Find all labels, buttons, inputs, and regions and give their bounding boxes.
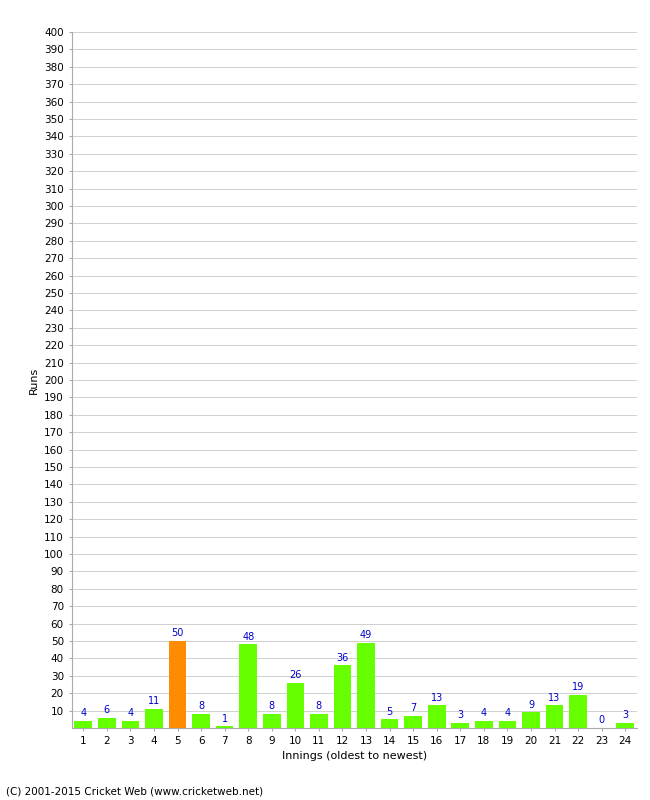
Bar: [569, 695, 587, 728]
Text: 8: 8: [268, 702, 275, 711]
Bar: [169, 641, 187, 728]
Bar: [404, 716, 422, 728]
Text: 1: 1: [222, 714, 227, 724]
Text: 8: 8: [316, 702, 322, 711]
Text: 4: 4: [481, 709, 487, 718]
Text: 8: 8: [198, 702, 204, 711]
Bar: [287, 682, 304, 728]
Bar: [122, 721, 139, 728]
Bar: [428, 706, 445, 728]
Bar: [98, 718, 116, 728]
Text: 3: 3: [457, 710, 463, 720]
Text: 3: 3: [622, 710, 629, 720]
Y-axis label: Runs: Runs: [29, 366, 38, 394]
Text: (C) 2001-2015 Cricket Web (www.cricketweb.net): (C) 2001-2015 Cricket Web (www.cricketwe…: [6, 786, 264, 796]
Text: 11: 11: [148, 696, 160, 706]
Bar: [145, 709, 162, 728]
Text: 13: 13: [430, 693, 443, 702]
Text: 7: 7: [410, 703, 416, 714]
Text: 5: 5: [387, 706, 393, 717]
Bar: [358, 642, 375, 728]
Text: 9: 9: [528, 700, 534, 710]
Bar: [616, 722, 634, 728]
Bar: [216, 726, 233, 728]
Text: 4: 4: [80, 709, 86, 718]
X-axis label: Innings (oldest to newest): Innings (oldest to newest): [281, 751, 427, 761]
Bar: [310, 714, 328, 728]
Text: 49: 49: [360, 630, 372, 640]
Text: 0: 0: [599, 715, 604, 726]
Bar: [452, 722, 469, 728]
Text: 4: 4: [504, 709, 510, 718]
Bar: [192, 714, 210, 728]
Bar: [475, 721, 493, 728]
Bar: [546, 706, 564, 728]
Bar: [333, 666, 351, 728]
Bar: [522, 712, 540, 728]
Bar: [75, 721, 92, 728]
Text: 36: 36: [336, 653, 348, 662]
Bar: [381, 719, 398, 728]
Text: 26: 26: [289, 670, 302, 680]
Bar: [239, 645, 257, 728]
Bar: [499, 721, 516, 728]
Bar: [263, 714, 281, 728]
Text: 48: 48: [242, 632, 254, 642]
Text: 6: 6: [104, 705, 110, 715]
Text: 13: 13: [549, 693, 561, 702]
Text: 4: 4: [127, 709, 133, 718]
Text: 50: 50: [172, 628, 184, 638]
Text: 19: 19: [572, 682, 584, 692]
